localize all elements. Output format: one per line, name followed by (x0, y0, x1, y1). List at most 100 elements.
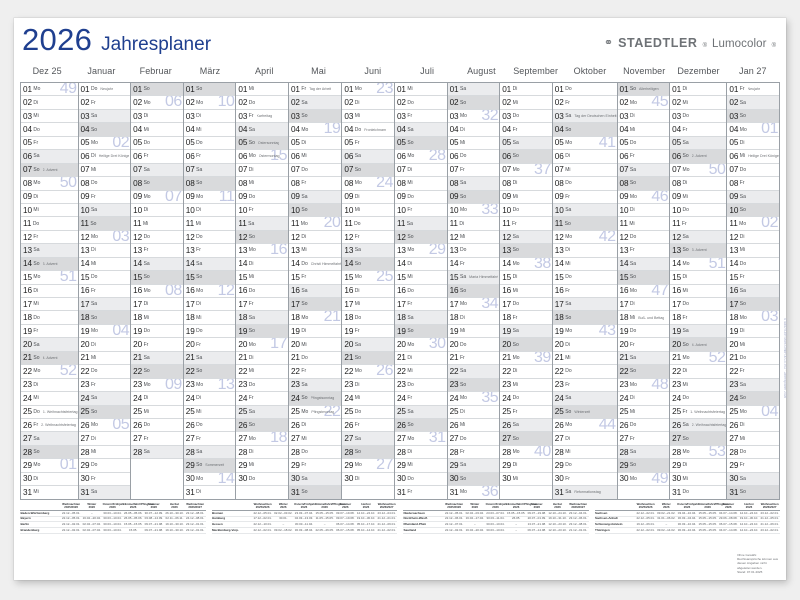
day-cell[interactable]: 29 Sa (447, 459, 500, 473)
day-cell[interactable]: 18 Mi (131, 311, 183, 325)
day-cell[interactable]: 30 Di (21, 473, 78, 487)
day-cell[interactable]: 08 Do (552, 177, 617, 191)
day-cell[interactable]: 26 Di (288, 419, 342, 433)
day-cell[interactable]: 12 Sa (670, 230, 727, 245)
day-cell[interactable]: 22 Sa (447, 365, 500, 379)
day-cell[interactable]: 28 So (342, 445, 394, 460)
day-cell[interactable]: 07 So (342, 163, 394, 178)
day-cell[interactable]: 06 Mi (288, 150, 342, 164)
day-cell[interactable]: 04 Fr (670, 123, 727, 137)
day-cell[interactable]: 02 Fr (78, 96, 131, 110)
day-cell[interactable]: 28 Sa (131, 445, 183, 460)
day-cell[interactable]: 01 Do Neujahr (78, 83, 131, 97)
day-cell[interactable]: 47 16 Mo (617, 285, 670, 298)
day-cell[interactable]: 24 Di (183, 392, 236, 406)
day-cell[interactable]: 02 So (447, 96, 500, 110)
day-cell[interactable]: 11 09 Mo (183, 191, 236, 204)
day-cell[interactable]: 01 Mi (394, 83, 447, 97)
day-cell[interactable]: 21 So 4. Advent (21, 351, 78, 366)
day-cell[interactable]: 21 Mi (552, 352, 617, 366)
day-cell[interactable]: 16 Di (342, 285, 394, 298)
day-cell[interactable]: 04 19 Mo (78, 325, 131, 339)
day-cell[interactable]: 04 Do (21, 123, 78, 137)
day-cell[interactable]: 23 Di (21, 379, 78, 393)
day-cell[interactable]: 14 Sa (617, 257, 670, 272)
day-cell[interactable]: 01 Di (500, 83, 552, 97)
day-cell[interactable]: 09 Do (236, 191, 288, 204)
day-cell[interactable]: 07 Di (394, 164, 447, 178)
day-cell[interactable]: 13 Fr (183, 244, 236, 258)
day-cell[interactable]: 03 So (288, 109, 342, 124)
day-cell[interactable]: 24 Do (670, 392, 727, 406)
day-cell[interactable]: 23 Di (342, 379, 394, 393)
day-cell[interactable]: 08 So (617, 177, 670, 191)
day-cell[interactable]: 23 Fr (552, 379, 617, 393)
day-cell[interactable]: 27 Di (78, 432, 131, 446)
day-cell[interactable]: 51 15 Mo (21, 271, 78, 285)
day-cell[interactable]: 29 Do (78, 459, 131, 473)
day-cell[interactable]: 19 Do (131, 325, 183, 339)
day-cell[interactable]: 28 Mi (552, 446, 617, 460)
day-cell[interactable]: 16 Sa (288, 284, 342, 298)
day-cell[interactable]: 19 04 Mo (288, 123, 342, 137)
day-cell[interactable]: 01 So (131, 83, 183, 97)
day-cell[interactable]: 03 18 Mo (727, 311, 779, 325)
day-cell[interactable]: 03 Fr Karfreitag (236, 110, 288, 124)
day-cell[interactable]: 22 So (183, 365, 236, 379)
day-cell[interactable]: 24 Mi (21, 392, 78, 406)
day-cell[interactable]: 09 23 Mo (131, 379, 183, 393)
day-cell[interactable]: 09 Sa (288, 190, 342, 204)
day-cell[interactable]: 17 Mi (342, 298, 394, 312)
day-cell[interactable]: 30 Sa (288, 472, 342, 487)
day-cell[interactable]: 03 Di (183, 110, 236, 124)
day-cell[interactable]: 20 So 4. Advent (670, 338, 727, 352)
day-cell[interactable]: 10 Fr (394, 204, 447, 218)
day-cell[interactable]: 23 Mi (500, 379, 552, 393)
day-cell[interactable]: 02 05 Mo (78, 137, 131, 151)
day-cell[interactable]: 11 Di (447, 217, 500, 231)
day-cell[interactable]: 28 Di (236, 446, 288, 460)
day-cell[interactable]: 12 Do (183, 231, 236, 245)
day-cell[interactable]: 08 Fr (288, 177, 342, 191)
day-cell[interactable]: 23 Do (236, 379, 288, 393)
day-cell[interactable]: 25 15 Mo (342, 271, 394, 285)
day-cell[interactable]: 03 Sa Tag der Deutschen Einheit (552, 109, 617, 124)
day-cell[interactable]: 04 So (552, 123, 617, 137)
day-cell[interactable]: 14 Fr (447, 258, 500, 272)
day-cell[interactable]: 11 Fr (670, 217, 727, 231)
day-cell[interactable]: 24 So Pfingstsonntag (288, 392, 342, 406)
day-cell[interactable]: 21 Fr (447, 352, 500, 366)
day-cell[interactable]: 17 So (727, 298, 779, 312)
day-cell[interactable]: 26 Do (617, 419, 670, 433)
day-cell[interactable]: 26 Do (183, 419, 236, 433)
day-cell[interactable]: 21 Do (727, 352, 779, 366)
day-cell[interactable]: 28 Do (727, 446, 779, 460)
day-cell[interactable]: 09 So (447, 190, 500, 204)
day-cell[interactable]: 20 Sa (342, 338, 394, 352)
day-cell[interactable]: 31 So (288, 486, 342, 500)
day-cell[interactable]: 09 Sa (727, 190, 779, 204)
day-cell[interactable]: 29 Mi (394, 459, 447, 473)
day-cell[interactable]: 18 Do (21, 311, 78, 325)
day-cell[interactable]: 08 Di (500, 177, 552, 191)
day-cell[interactable]: 17 Sa (78, 298, 131, 312)
day-cell[interactable]: 02 Do (236, 96, 288, 110)
day-cell[interactable]: 27 Sa (342, 432, 394, 446)
day-cell[interactable]: 19 Fr (342, 325, 394, 339)
day-cell[interactable]: 10 Di (131, 204, 183, 218)
day-cell[interactable]: 07 Di (236, 164, 288, 178)
day-cell[interactable]: 26 Sa (500, 418, 552, 433)
day-cell[interactable]: 27 So (500, 432, 552, 446)
day-cell[interactable]: 19 Fr (21, 325, 78, 339)
day-cell[interactable]: 30 Fr (552, 473, 617, 487)
day-cell[interactable]: 24 So (727, 392, 779, 406)
day-cell[interactable]: 31 Do (670, 486, 727, 500)
day-cell[interactable]: 02 Do (394, 96, 447, 110)
day-cell[interactable]: 07 Sa (183, 163, 236, 178)
day-cell[interactable]: 21 Di (236, 352, 288, 366)
day-cell[interactable]: 17 Di (183, 298, 236, 312)
day-cell[interactable]: 31 Di (183, 486, 236, 500)
day-cell[interactable]: 16 Fr (552, 285, 617, 298)
day-cell[interactable]: 24 Mi (342, 392, 394, 406)
day-cell[interactable]: 12 Sa (500, 230, 552, 245)
